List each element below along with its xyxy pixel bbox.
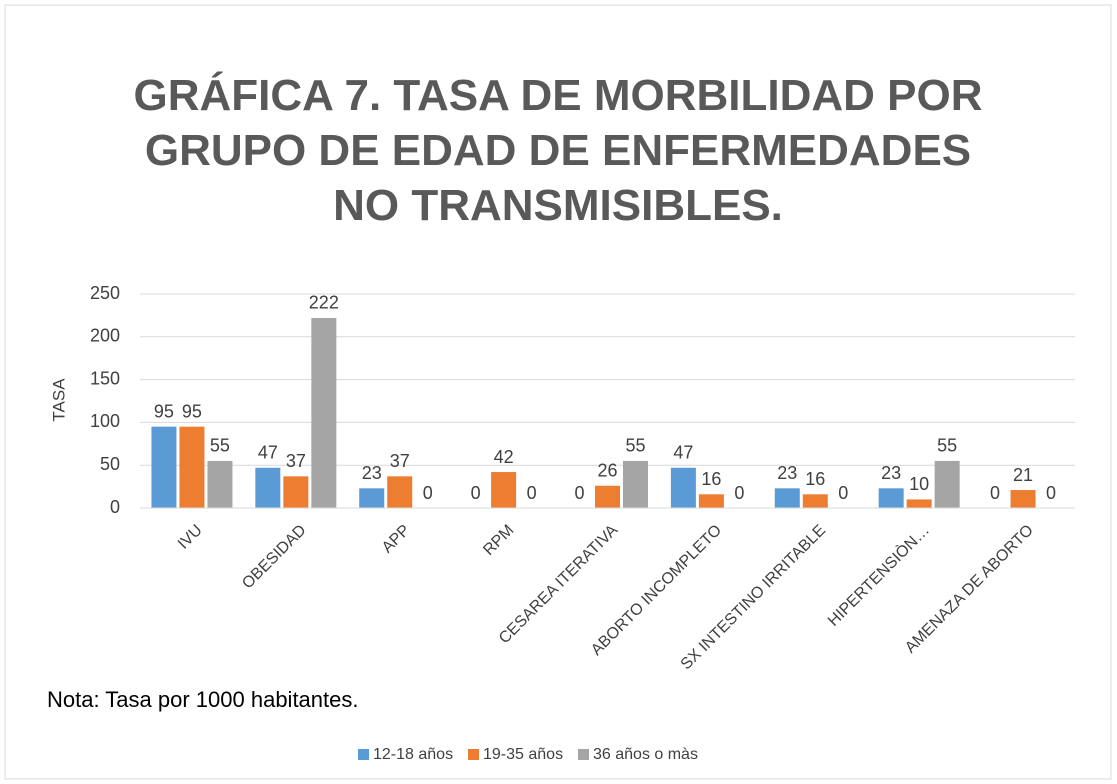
- legend-swatch: [468, 749, 479, 760]
- x-tick-label: RPM: [480, 522, 517, 559]
- y-tick-label: 100: [90, 411, 120, 431]
- y-tick-label: 150: [90, 368, 120, 388]
- value-label: 0: [471, 483, 481, 503]
- value-label: 0: [838, 483, 848, 503]
- y-tick-label: 200: [90, 326, 120, 346]
- x-tick-label: APP: [379, 522, 414, 557]
- value-label: 16: [701, 469, 721, 489]
- bar: [623, 460, 648, 508]
- bar: [311, 317, 337, 508]
- legend-label: 12-18 años: [373, 746, 453, 763]
- value-label: 0: [734, 483, 744, 503]
- chart-title: GRÁFICA 7. TASA DE MORBILIDAD POR GRUPO …: [133, 71, 983, 230]
- bar: [878, 488, 904, 508]
- bar: [774, 488, 800, 508]
- bar: [387, 476, 413, 508]
- value-label: 55: [210, 436, 230, 456]
- y-tick-label: 0: [110, 497, 120, 517]
- value-label: 95: [182, 401, 202, 421]
- value-label: 47: [673, 443, 693, 463]
- bar: [491, 472, 517, 508]
- y-axis-label: TASA: [49, 378, 68, 422]
- value-label: 16: [805, 469, 825, 489]
- legend-swatch: [358, 749, 369, 760]
- bar: [698, 494, 724, 508]
- value-label: 222: [309, 293, 339, 313]
- y-tick-label: 50: [100, 454, 120, 474]
- bar: [151, 426, 177, 508]
- bar: [179, 426, 205, 508]
- bar: [207, 460, 233, 508]
- value-label: 37: [390, 451, 410, 471]
- x-tick-label: IVU: [175, 522, 206, 553]
- bar: [255, 467, 281, 508]
- value-label: 23: [881, 463, 901, 483]
- bar: [359, 488, 385, 508]
- value-label: 0: [574, 483, 584, 503]
- value-label: 10: [909, 474, 929, 494]
- bar: [670, 467, 696, 508]
- value-label: 21: [1013, 465, 1033, 485]
- x-tick-label: OBESIDAD: [239, 522, 310, 593]
- value-label: 0: [423, 483, 433, 503]
- value-label: 47: [258, 443, 278, 463]
- x-tick-label: HIPERTENSIÒN…: [824, 520, 933, 629]
- x-tick-label: CESAREA ITERATIVA: [496, 522, 622, 648]
- value-label: 42: [494, 447, 514, 467]
- value-label: 55: [625, 436, 645, 456]
- value-label: 95: [154, 401, 174, 421]
- legend-swatch: [578, 749, 589, 760]
- note: Nota: Tasa por 1000 habitantes.: [47, 687, 358, 712]
- y-tick-label: 250: [90, 283, 120, 303]
- value-label: 0: [527, 483, 537, 503]
- chart-border: [4, 4, 1112, 780]
- value-label: 0: [1046, 483, 1056, 503]
- value-label: 55: [937, 436, 957, 456]
- legend-label: 36 años o màs: [593, 746, 698, 763]
- value-label: 23: [777, 463, 797, 483]
- legend-label: 19-35 años: [483, 746, 563, 763]
- value-label: 26: [597, 460, 617, 480]
- bar: [283, 476, 309, 508]
- bar: [934, 460, 960, 508]
- value-label: 0: [990, 483, 1000, 503]
- bar: [1010, 490, 1036, 508]
- value-label: 37: [286, 451, 306, 471]
- value-label: 23: [362, 463, 382, 483]
- bar: [906, 499, 932, 508]
- bar: [802, 494, 828, 508]
- bar: [595, 485, 620, 508]
